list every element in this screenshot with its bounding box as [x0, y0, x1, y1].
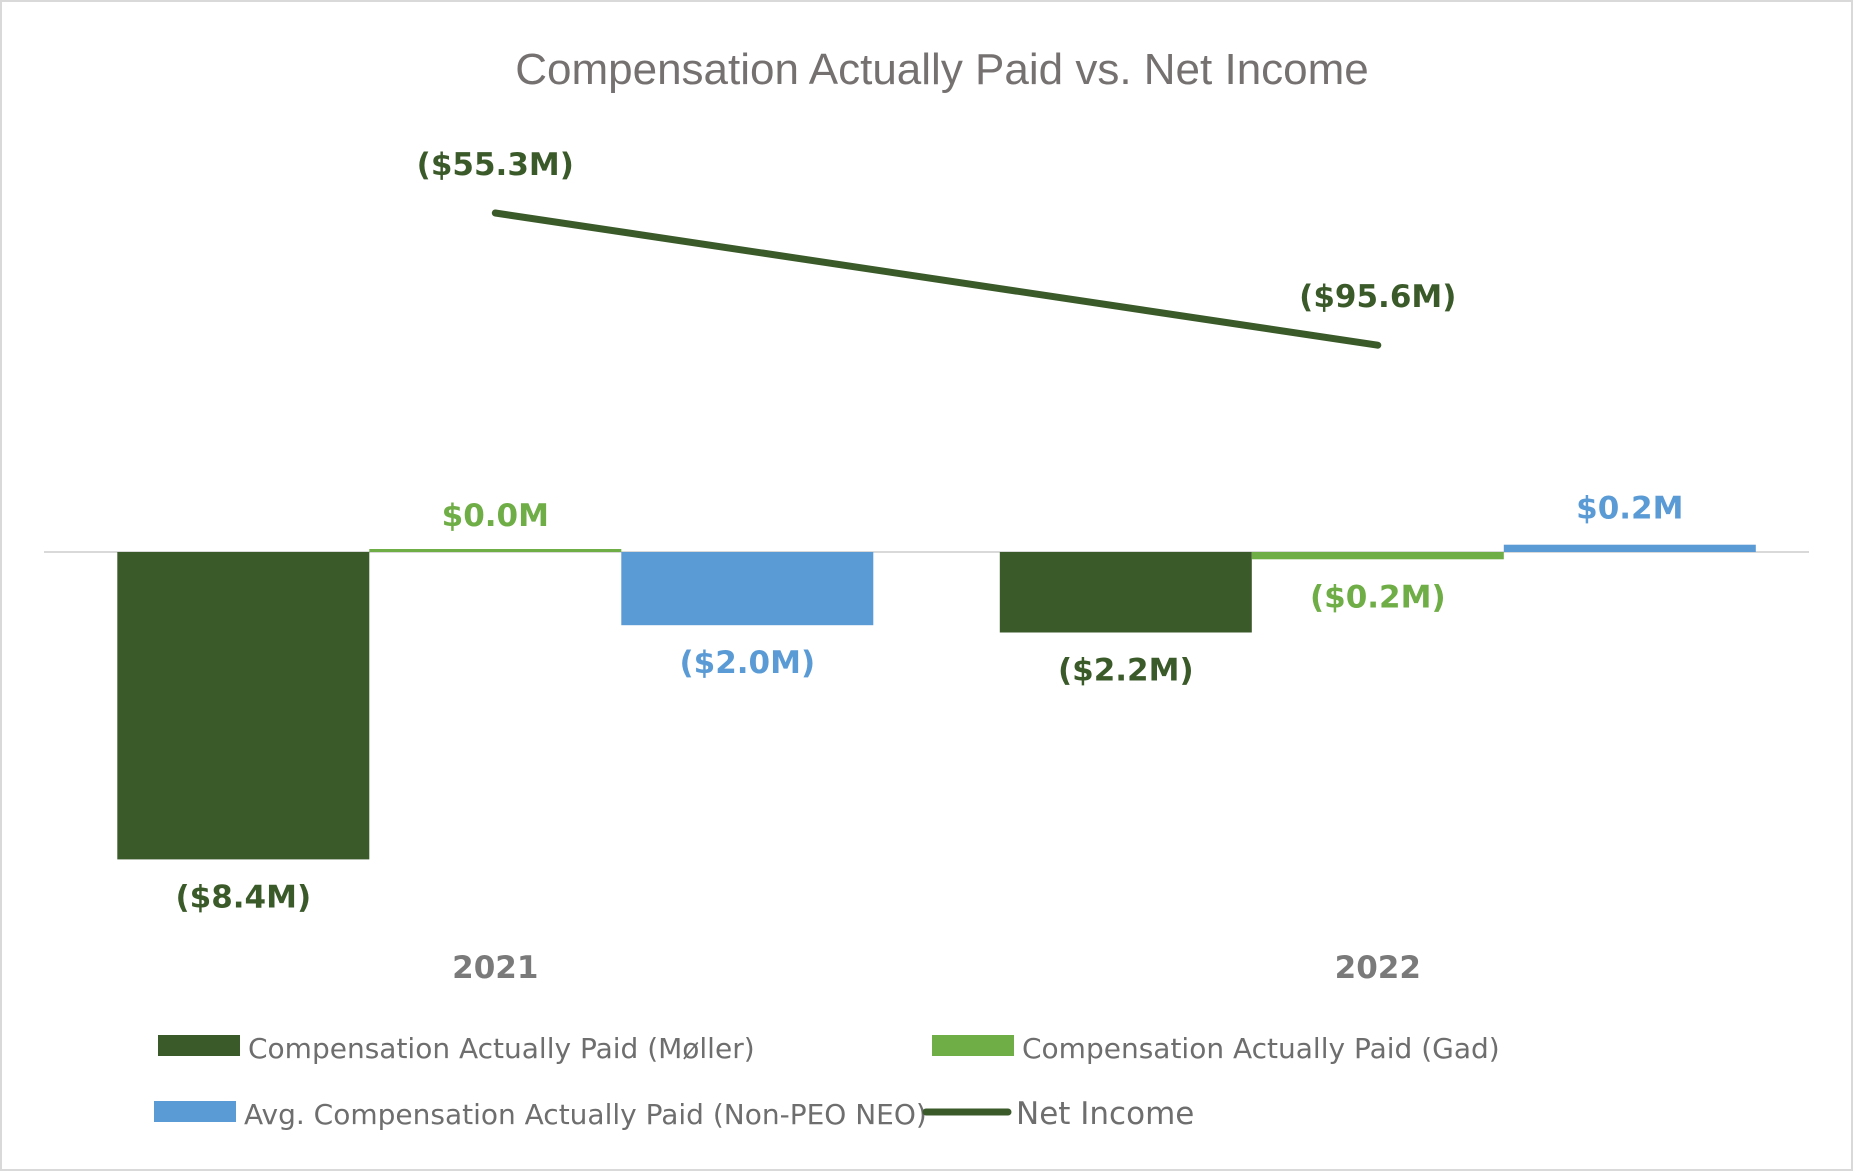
legend: Compensation Actually Paid (Møller) Compe…: [154, 1032, 1500, 1132]
data-label-compensation-actually-paid-m-ller-2022: ($2.2M): [1058, 653, 1194, 689]
legend-item-compensation-actually-paid-m-ller: Compensation Actually Paid (Møller): [158, 1032, 755, 1065]
legend-swatch-compensation-actually-paid-m-ller: [158, 1035, 240, 1056]
legend-label-net-income: Net Income: [1016, 1096, 1194, 1132]
bar-compensation-actually-paid-gad-2021: [369, 549, 622, 552]
data-label-compensation-actually-paid-gad-2022: ($0.2M): [1310, 579, 1446, 615]
data-label-compensation-actually-paid-m-ller-2021: ($8.4M): [175, 879, 311, 915]
legend-swatch-avg-compensation-actually-paid-non-peo-neo: [154, 1101, 236, 1122]
line-net-income: [491, 209, 1382, 349]
legend-item-net-income: Net Income: [922, 1096, 1194, 1132]
category-label-2021: 2021: [452, 950, 538, 986]
bar-avg-compensation-actually-paid-non-peo-neo-2022: [1503, 544, 1756, 552]
bars-layer: [117, 544, 1756, 860]
chart-title: Compensation Actually Paid vs. Net Incom…: [515, 45, 1369, 94]
legend-item-avg-compensation-actually-paid-non-peo-neo: Avg. Compensation Actually Paid (Non-PEO…: [154, 1098, 927, 1131]
data-labels-layer: ($8.4M) ($2.2M) $0.0M ($0.2M) ($2.0M) $0.2M ($…: [175, 147, 1683, 915]
legend-item-compensation-actually-paid-gad: Compensation Actually Paid (Gad): [932, 1032, 1500, 1065]
point-net-income-2022: [1377, 344, 1379, 346]
line-layer: [491, 209, 1382, 349]
bar-avg-compensation-actually-paid-non-peo-neo-2021: [621, 552, 874, 626]
bar-compensation-actually-paid-m-ller-2021: [117, 552, 370, 860]
legend-label-compensation-actually-paid-m-ller: Compensation Actually Paid (Møller): [248, 1032, 755, 1065]
data-label-avg-compensation-actually-paid-non-peo-neo-2022: $0.2M: [1576, 491, 1683, 527]
point-net-income-2021: [494, 212, 496, 214]
data-label-compensation-actually-paid-gad-2021: $0.0M: [442, 498, 549, 534]
legend-label-compensation-actually-paid-gad: Compensation Actually Paid (Gad): [1022, 1032, 1500, 1065]
data-label-net-income-2022: ($95.6M): [1299, 279, 1456, 315]
data-label-avg-compensation-actually-paid-non-peo-neo-2021: ($2.0M): [679, 645, 815, 681]
legend-swatch-compensation-actually-paid-gad: [932, 1035, 1014, 1056]
data-label-net-income-2021: ($55.3M): [417, 147, 574, 183]
category-label-2022: 2022: [1335, 950, 1421, 986]
bar-compensation-actually-paid-gad-2022: [1251, 552, 1504, 560]
category-labels-layer: 2021 2022: [452, 950, 1421, 986]
legend-label-avg-compensation-actually-paid-non-peo-neo: Avg. Compensation Actually Paid (Non-PEO…: [244, 1098, 927, 1131]
bar-compensation-actually-paid-m-ller-2022: [999, 552, 1252, 633]
